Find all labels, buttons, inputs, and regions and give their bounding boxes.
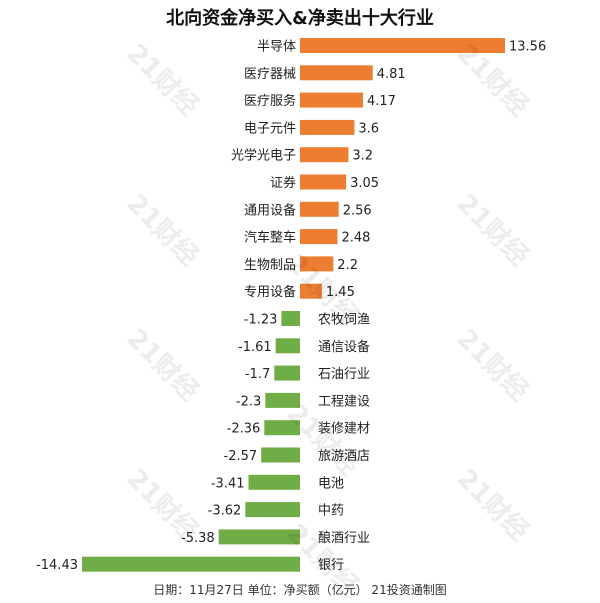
category-label-1: 医疗器械 [244, 67, 296, 82]
category-label-4: 光学光电子 [231, 148, 296, 164]
value-label-6: 2.56 [343, 203, 372, 218]
bar-7 [300, 229, 338, 245]
value-label-13: -2.3 [236, 394, 261, 409]
bar-13 [265, 392, 300, 408]
value-label-3: 3.6 [358, 121, 379, 136]
bar-2 [300, 92, 363, 108]
category-label-2: 医疗服务 [244, 93, 296, 109]
bar-9 [300, 283, 322, 299]
value-label-8: 2.2 [337, 258, 358, 273]
category-label-14: 装修建材 [318, 422, 370, 437]
category-label-19: 银行 [318, 558, 344, 573]
bar-0 [300, 38, 505, 53]
bar-8 [300, 256, 334, 272]
value-label-2: 4.17 [367, 94, 396, 109]
bar-18 [218, 529, 300, 545]
value-label-4: 3.2 [352, 149, 373, 164]
category-label-5: 证券 [270, 175, 296, 191]
category-label-8: 生物制品 [244, 258, 296, 273]
category-label-9: 专用设备 [244, 284, 296, 300]
bar-17 [245, 502, 300, 518]
value-label-9: 1.45 [326, 285, 355, 300]
category-label-18: 酿酒行业 [318, 530, 370, 546]
value-label-11: -1.61 [238, 340, 272, 355]
value-label-1: 4.81 [377, 67, 406, 82]
category-label-0: 半导体 [257, 40, 296, 55]
category-label-10: 农牧饲渔 [318, 313, 370, 328]
bar-1 [300, 65, 373, 81]
chart-title: 北向资金净买入&净卖出十大行业 [166, 8, 434, 29]
bar-11 [275, 338, 300, 354]
value-label-16: -3.41 [211, 476, 245, 491]
bar-3 [300, 119, 355, 135]
bar-5 [300, 174, 347, 190]
bar-14 [264, 420, 300, 436]
bar-19 [82, 556, 300, 572]
category-label-15: 旅游酒店 [318, 449, 370, 464]
value-label-17: -3.62 [208, 504, 242, 519]
category-label-11: 通信设备 [318, 339, 370, 355]
bar-6 [300, 201, 339, 217]
value-label-7: 2.48 [342, 231, 371, 246]
category-label-7: 汽车整车 [244, 230, 296, 246]
value-label-14: -2.36 [227, 422, 261, 437]
chart-footer: 日期：11月27日 单位：净买额（亿元） 21投资通制图 [153, 583, 447, 597]
value-label-15: -2.57 [224, 449, 258, 464]
value-label-12: -1.7 [245, 367, 270, 382]
bar-4 [300, 147, 349, 163]
value-label-5: 3.05 [350, 176, 379, 191]
value-label-0: 13.56 [509, 40, 546, 55]
category-label-16: 电池 [318, 476, 344, 491]
category-label-13: 工程建设 [318, 394, 370, 409]
value-label-18: -5.38 [181, 531, 215, 546]
value-label-10: -1.23 [244, 313, 278, 328]
category-label-3: 电子元件 [244, 121, 296, 136]
category-label-6: 通用设备 [244, 202, 296, 218]
bar-16 [248, 474, 300, 490]
bar-15 [261, 447, 300, 463]
bar-12 [274, 365, 300, 381]
bar-10 [281, 311, 300, 326]
category-label-12: 石油行业 [318, 367, 370, 382]
value-label-19: -14.43 [36, 558, 78, 573]
category-label-17: 中药 [318, 504, 344, 519]
